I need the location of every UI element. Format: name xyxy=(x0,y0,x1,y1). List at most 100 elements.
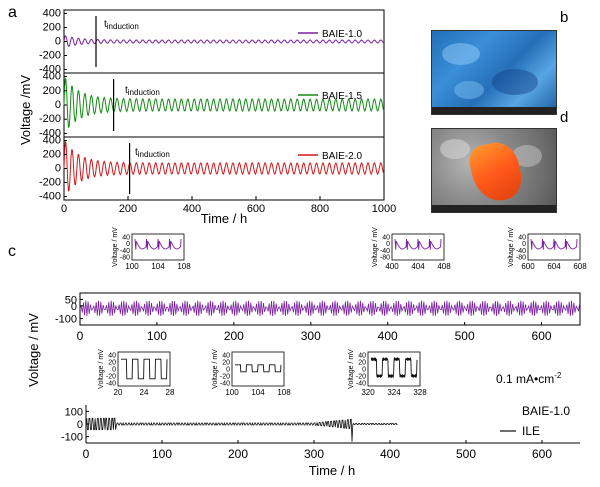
inset-trace xyxy=(134,238,182,250)
inset-xtick-label: 100 xyxy=(125,262,139,271)
inset-trace xyxy=(530,238,578,250)
inset-ytick-label: -20 xyxy=(220,374,230,381)
panel-a: 4002000-200-4004002000-200-4004002000-20… xyxy=(18,8,396,227)
induction-label-1: tinduction xyxy=(104,19,139,31)
legend-a-1-label: BAIE-1.0 xyxy=(322,29,362,40)
xtick-label-cb: 100 xyxy=(152,447,172,461)
inset-xtick-label: 100 xyxy=(225,388,239,397)
inset-ylabel: Voltage / mV xyxy=(98,349,105,389)
inset-xtick-label: 104 xyxy=(251,388,265,397)
sem-image-d xyxy=(431,128,557,213)
series-a-3 xyxy=(63,140,385,192)
inset-ytick-label: 20 xyxy=(222,360,230,367)
inset-ytick-label: 40 xyxy=(222,353,230,360)
ytick-label-a: -400 xyxy=(39,64,61,76)
ytick-label-cb: 0 xyxy=(77,419,83,431)
ytick-label-cb: 100 xyxy=(65,406,83,418)
xtick-label-cb: 0 xyxy=(83,447,90,461)
inset-trace xyxy=(121,358,168,380)
inset-ylabel: Voltage / mV xyxy=(112,227,119,267)
sem-image-b xyxy=(431,30,557,115)
xtick-label-a: 200 xyxy=(119,203,137,215)
inset-ylabel: Voltage / mV xyxy=(348,349,355,389)
inset-ytick-label: 40 xyxy=(358,353,366,360)
inset-ytick-label: -40 xyxy=(220,381,230,388)
inset-trace xyxy=(394,238,442,250)
inset-ytick-label: 0 xyxy=(362,367,366,374)
xtick-label-ct: 200 xyxy=(224,329,244,343)
panel-c-top-frame xyxy=(79,292,581,326)
inset-ytick-label: 0 xyxy=(522,241,526,248)
ytick-label-ct: 50 xyxy=(65,294,77,306)
inset-ytick-label: 0 xyxy=(226,367,230,374)
ytick-label-a: 400 xyxy=(43,71,61,83)
series-c-bottom xyxy=(85,417,398,442)
inset-xtick-label: 108 xyxy=(277,388,291,397)
inset-xtick-label: 608 xyxy=(573,262,587,271)
xtick-label-a: 1000 xyxy=(372,203,396,215)
series-a-1 xyxy=(63,35,385,47)
inset-ytick-label: -80 xyxy=(120,255,130,262)
legend-a-2-label: BAIE-1.5 xyxy=(322,91,362,102)
ytick-label-a: 0 xyxy=(55,36,61,48)
legend-a-3-label: BAIE-2.0 xyxy=(322,151,362,162)
ytick-label-a: 200 xyxy=(43,22,61,34)
inset-xtick-label: 600 xyxy=(521,262,535,271)
inset-xtick-label: 408 xyxy=(437,262,451,271)
induction-label-2: tinduction xyxy=(125,85,160,97)
inset-frame xyxy=(131,233,185,261)
legend-c-ile: ILE xyxy=(522,424,540,438)
series-a-2 xyxy=(63,77,385,129)
xtick-label-ct: 100 xyxy=(147,329,167,343)
inset-ytick-label: -20 xyxy=(356,374,366,381)
inset-xtick-label: 20 xyxy=(114,388,123,397)
xtick-label-a: 600 xyxy=(247,203,265,215)
inset-ytick-label: -40 xyxy=(380,248,390,255)
inset-ytick-label: -40 xyxy=(356,381,366,388)
inset-ytick-label: 40 xyxy=(122,235,130,242)
inset-ytick-label: 0 xyxy=(126,241,130,248)
panel-a-xlabel: Time / h xyxy=(201,211,247,226)
ytick-label-a: 0 xyxy=(55,163,61,175)
panel-c-ylabel: Voltage / mV xyxy=(26,313,41,387)
panel-a-ylabel: Voltage /mV xyxy=(18,75,33,145)
ytick-label-a: -200 xyxy=(39,177,61,189)
panel-label-d: d xyxy=(560,109,568,126)
inset-ylabel: Voltage / mV xyxy=(372,227,379,267)
legend-c-baie: BAIE-1.0 xyxy=(522,404,570,418)
inset-ytick-label: -20 xyxy=(106,374,116,381)
inset-ytick-label: 20 xyxy=(358,360,366,367)
inset-trace xyxy=(235,364,282,373)
inset-xtick-label: 320 xyxy=(361,388,375,397)
panel-c-top: 500-1000 100 200 300 400 500 600 Voltage / mV xyxy=(26,292,581,387)
ytick-label-a: -400 xyxy=(39,127,61,139)
xtick-label-cb: 600 xyxy=(532,447,552,461)
inset-xtick-label: 24 xyxy=(140,388,149,397)
inset-ytick-label: -40 xyxy=(516,248,526,255)
induction-label-3: tinduction xyxy=(135,147,170,159)
panel-label-c: c xyxy=(8,243,16,260)
inset-frame xyxy=(391,233,445,261)
ytick-label-ct: -100 xyxy=(55,314,77,326)
inset-xtick-label: 104 xyxy=(151,262,165,271)
legend-a-1: BAIE-1.0 xyxy=(298,29,362,40)
ytick-label-ct: 0 xyxy=(71,301,77,313)
inset-xtick-label: 400 xyxy=(385,262,399,271)
inset-ytick-label: 20 xyxy=(108,360,116,367)
panel-c-bottom: 1000-1000 100 200 300 400 500 600 Time / h BAI… xyxy=(61,371,580,478)
ytick-label-a: 200 xyxy=(43,149,61,161)
current-density-label: 0.1 mA•cm-2 xyxy=(496,371,562,386)
inset-ylabel: Voltage / mV xyxy=(212,349,219,389)
xtick-label-ct: 0 xyxy=(77,329,84,343)
inset-ytick-label: 0 xyxy=(112,367,116,374)
panel-label-b: b xyxy=(560,9,568,26)
ytick-label-a: -400 xyxy=(39,191,61,203)
inset-ylabel: Voltage / mV xyxy=(508,227,515,267)
panel-c-bottom-xlabel: Time / h xyxy=(309,463,355,478)
legend-a-3: BAIE-2.0 xyxy=(298,151,362,162)
